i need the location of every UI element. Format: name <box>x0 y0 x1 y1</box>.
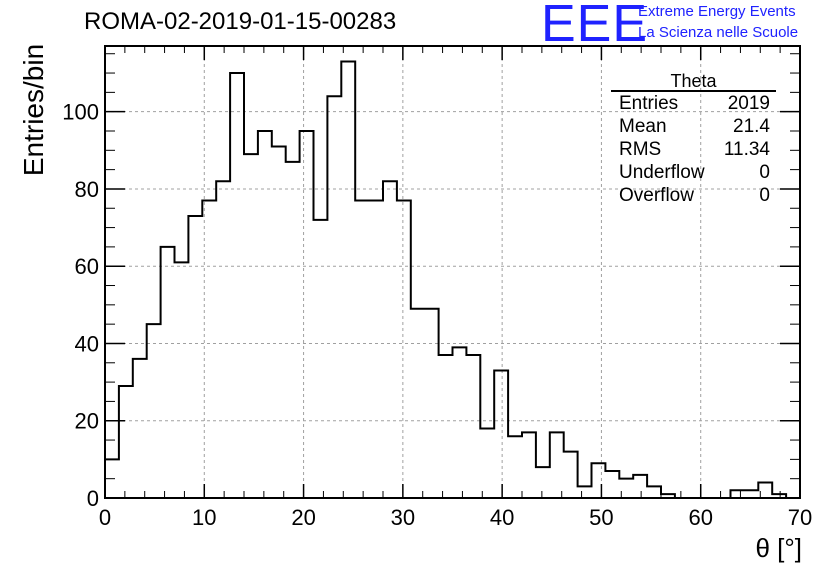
stats-row-rms: RMS 11.34 <box>611 138 776 161</box>
histogram-series <box>104 60 800 499</box>
stats-row-mean: Mean 21.4 <box>611 115 776 138</box>
stats-row-entries: Entries 2019 <box>611 92 776 115</box>
logo-line-2: La Scienza nelle Scuole <box>638 24 799 41</box>
stats-value: 11.34 <box>723 139 770 160</box>
stats-label: Entries <box>619 93 679 114</box>
y-tick-label: 100 <box>62 100 99 125</box>
y-tick-label: 60 <box>75 254 99 279</box>
x-tick-label: 20 <box>291 505 315 530</box>
stats-value: 0 <box>759 162 770 183</box>
stats-label: Overflow <box>619 185 694 206</box>
eee-logo: EEE <box>541 0 649 53</box>
x-axis-label: θ [°] <box>755 533 802 563</box>
x-tick-label: 30 <box>391 505 415 530</box>
stats-title: Theta <box>611 72 776 92</box>
y-tick-label: 20 <box>75 409 99 434</box>
stats-row-overflow: Overflow 0 <box>611 184 776 207</box>
x-tick-label: 10 <box>192 505 216 530</box>
y-tick-label: 80 <box>75 177 99 202</box>
x-tick-label: 0 <box>99 505 111 530</box>
x-tick-label: 70 <box>788 505 812 530</box>
stats-row-underflow: Underflow 0 <box>611 161 776 184</box>
tick-labels-layer: 0 10 20 30 40 50 60 70 0 20 40 60 80 100 <box>62 100 812 530</box>
plot-frame <box>104 45 801 499</box>
stats-label: Underflow <box>619 162 705 183</box>
x-tick-label: 40 <box>490 505 514 530</box>
y-axis-label: Entries/bin <box>18 43 49 177</box>
stats-label: RMS <box>619 139 662 160</box>
stats-box: Theta Entries 2019 Mean 21.4 RMS 11.34 U… <box>611 72 776 207</box>
stats-value: 21.4 <box>733 116 770 137</box>
logo-line-1: Extreme Energy Events <box>638 3 796 20</box>
x-tick-label: 60 <box>688 505 712 530</box>
chart-title: ROMA-02-2019-01-15-00283 <box>84 8 397 35</box>
x-tick-label: 50 <box>589 505 613 530</box>
stats-value: 2019 <box>727 93 770 114</box>
stats-label: Mean <box>619 116 667 137</box>
y-tick-label: 40 <box>75 331 99 356</box>
y-tick-label: 0 <box>87 486 99 511</box>
stats-value: 0 <box>759 185 770 206</box>
grid-layer <box>105 46 800 498</box>
